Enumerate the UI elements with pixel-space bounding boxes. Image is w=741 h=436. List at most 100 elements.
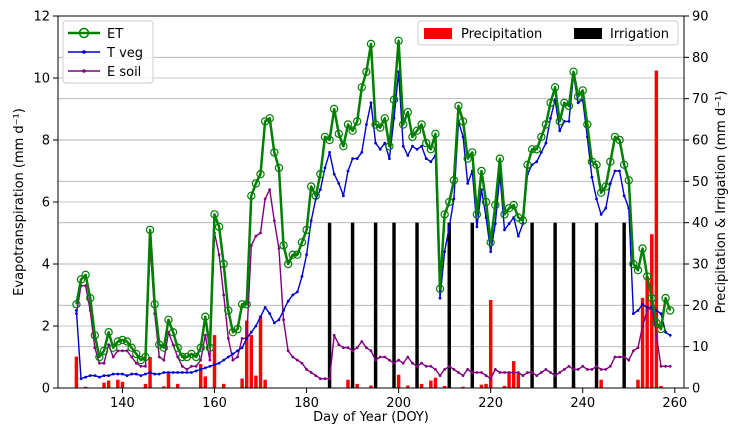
et-point-91: [491, 200, 500, 210]
et-point-111: [583, 120, 592, 129]
tveg-point-14: [139, 374, 143, 377]
esoil-point-14: [139, 364, 143, 368]
esoil-point-28: [203, 333, 207, 337]
legend-et-label: ET: [107, 27, 123, 42]
esoil-point-46: [286, 349, 290, 353]
et-point-43: [270, 148, 279, 157]
series-lines: [72, 36, 675, 381]
esoil-point-5: [98, 361, 101, 365]
tveg-point-34: [231, 352, 235, 356]
et-point-21: [168, 328, 178, 337]
et-point-35: [233, 324, 242, 334]
tveg-point-24: [185, 371, 189, 374]
tveg-point-129: [668, 333, 672, 337]
esoil-point-88: [480, 371, 483, 374]
precip-bar-5: [120, 381, 125, 388]
tveg-point-51: [309, 219, 313, 223]
precip-bar-12: [203, 376, 208, 388]
et-point-9: [113, 337, 123, 346]
et-point-55: [325, 135, 334, 145]
tveg-point-105: [558, 129, 562, 133]
precip-bar-1: [83, 386, 88, 388]
esoil-point-40: [259, 231, 262, 235]
tveg-point-121: [631, 312, 635, 315]
irrig-bar-0: [327, 222, 332, 388]
tveg-point-90: [489, 250, 493, 254]
tveg-point-5: [98, 375, 101, 379]
esoil-point-112: [590, 368, 594, 371]
et-point-12: [127, 343, 136, 352]
esoil-point-80: [443, 368, 447, 371]
esoil-point-117: [613, 355, 617, 359]
tveg-point-62: [360, 151, 364, 154]
esoil-point-106: [562, 368, 566, 371]
esoil-point-129: [668, 364, 672, 368]
tveg-point-33: [226, 355, 230, 359]
esoil-point-67: [383, 355, 387, 359]
precip-bar-6: [143, 383, 148, 388]
tveg-point-94: [507, 222, 511, 226]
et-point-103: [546, 98, 555, 108]
tveg-point-112: [590, 175, 594, 179]
et-point-118: [615, 135, 624, 145]
tveg-point-23: [180, 371, 184, 374]
tveg-point-18: [157, 372, 161, 376]
tveg-point-114: [599, 213, 603, 216]
esoil-point-113: [595, 364, 598, 368]
esoil-point-95: [512, 371, 516, 374]
esoil-point-18: [157, 355, 161, 359]
precip-bar-37: [516, 373, 521, 388]
legend-esoil-label: E soil: [107, 65, 141, 80]
precip-bar-25: [406, 385, 410, 388]
et-point-116: [606, 157, 615, 166]
et-point-121: [629, 259, 638, 269]
tveg-point-46: [286, 299, 290, 303]
esoil-point-60: [351, 349, 354, 353]
et-point-82: [449, 176, 459, 185]
et-point-10: [118, 335, 127, 345]
y-axis-right-label: Precipitation & Irrigation (mm d⁻¹): [714, 91, 729, 314]
tveg-point-39: [254, 324, 258, 328]
et-point-1: [76, 275, 86, 284]
ytick-right-label-6: 60: [692, 134, 709, 149]
irrig-bar-3: [392, 222, 396, 388]
legend-irrig-label: Irrigation: [610, 27, 669, 42]
legend-right: Precipitation Irrigation: [417, 20, 679, 46]
et-point-86: [468, 148, 477, 157]
esoil-point-116: [608, 364, 612, 368]
tveg-point-12: [130, 372, 134, 376]
et-point-85: [463, 154, 472, 163]
tveg-point-66: [378, 147, 382, 151]
esoil-point-72: [406, 355, 410, 359]
precip-bar-35: [507, 372, 511, 388]
et-point-122: [633, 266, 643, 275]
ytick-left-label-0: 0: [42, 382, 50, 397]
et-point-99: [527, 145, 537, 154]
ytick-right-label-4: 40: [692, 216, 709, 231]
tveg-point-37: [245, 337, 249, 340]
esoil-point-39: [254, 234, 258, 238]
esoil-point-69: [392, 361, 396, 365]
legend-et-marker: [78, 27, 90, 39]
esoil-point-89: [484, 374, 488, 377]
legend-irrig-swatch: [574, 28, 602, 39]
et-point-110: [578, 86, 587, 95]
et-point-15: [141, 352, 150, 362]
esoil-point-110: [581, 364, 585, 368]
et-point-38: [247, 191, 256, 200]
et-point-70: [394, 36, 403, 46]
tveg-point-123: [641, 302, 644, 306]
et-point-125: [647, 293, 656, 303]
ytick-left-label-1: 2: [42, 320, 50, 335]
et-point-63: [362, 67, 371, 77]
esoil-point-77: [429, 364, 433, 368]
tveg-point-26: [194, 369, 198, 373]
et-point-62: [357, 83, 366, 92]
tveg-point-58: [341, 194, 345, 198]
tveg-point-68: [388, 157, 391, 161]
precip-bar-42: [645, 276, 649, 388]
tveg-point-77: [429, 160, 433, 164]
tveg-point-7: [107, 374, 111, 377]
xtick-label-2: 180: [294, 396, 319, 411]
esoil-point-93: [503, 371, 506, 374]
